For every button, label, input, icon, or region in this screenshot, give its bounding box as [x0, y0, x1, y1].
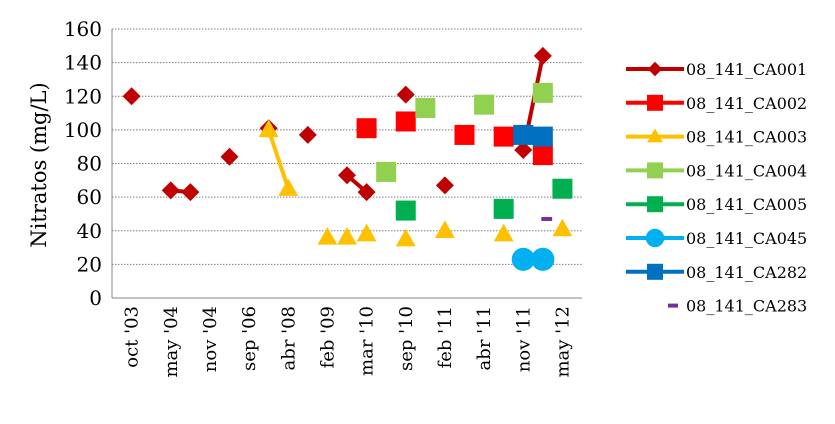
data-point [647, 162, 663, 179]
data-point [376, 161, 397, 182]
data-point [531, 247, 555, 271]
legend-entry: 08_141_CA003 [626, 128, 807, 147]
data-point [647, 94, 663, 111]
data-point [647, 196, 663, 213]
data-point [278, 178, 299, 196]
legend: 08_141_CA001 08_141_CA002 08_141_CA003 08_1… [626, 60, 807, 316]
series-08_141_CA002 [356, 111, 553, 166]
legend-label: 08_141_CA045 [686, 229, 807, 248]
x-tick-label: sep '06 [239, 306, 260, 371]
data-point [493, 198, 514, 219]
legend-label: 08_141_CA002 [686, 94, 807, 113]
legend-entry: 08_141_CA045 [626, 228, 807, 248]
x-tick-label: feb '09 [317, 306, 338, 368]
data-point [647, 61, 663, 77]
series-08_141_CA045 [511, 247, 555, 271]
data-point [338, 166, 356, 185]
x-tick-label: nov '04 [200, 306, 221, 372]
data-point [357, 183, 376, 202]
legend-entry: 08_141_CA283 [668, 297, 807, 316]
data-point [513, 124, 534, 145]
data-point [552, 218, 573, 237]
y-tick-label: 80 [77, 152, 102, 176]
series-08_141_CA283 [541, 216, 553, 221]
series-line [266, 129, 291, 190]
data-point [532, 145, 553, 166]
data-point [181, 183, 200, 202]
data-point [395, 228, 416, 247]
data-point [356, 118, 377, 139]
data-point [493, 223, 514, 242]
data-point [647, 128, 663, 143]
data-point [532, 126, 553, 147]
data-point [435, 176, 454, 195]
data-point [645, 228, 665, 248]
x-tick-label: nov '11 [513, 306, 534, 372]
legend-label: 08_141_CA283 [686, 297, 807, 316]
y-tick-label: 60 [77, 185, 102, 209]
legend-entry: 08_141_CA282 [626, 263, 807, 282]
data-point [317, 227, 338, 245]
y-tick-label: 40 [77, 219, 102, 243]
x-tick-label: feb '11 [435, 306, 456, 368]
data-point [552, 178, 573, 199]
data-point [474, 94, 495, 115]
legend-label: 08_141_CA005 [686, 195, 807, 214]
y-tick-label: 0 [89, 286, 102, 310]
x-tick-label: may '04 [161, 306, 182, 378]
x-tick-label: may '12 [552, 306, 573, 378]
data-point [396, 85, 415, 104]
legend-entry: 08_141_CA001 [626, 60, 807, 79]
data-point [514, 141, 533, 160]
series-08_141_CA003 [258, 119, 573, 247]
y-tick-label: 20 [77, 252, 102, 276]
y-tick-label: 100 [64, 118, 102, 142]
axes [111, 29, 582, 299]
data-point [356, 223, 377, 242]
data-point [647, 263, 663, 280]
data-point [395, 111, 416, 132]
legend-label: 08_141_CA001 [686, 60, 807, 79]
data-point [454, 124, 475, 145]
data-point [532, 82, 553, 103]
y-tick-label: 160 [64, 17, 102, 41]
series-08_141_CA282 [513, 124, 553, 147]
data-point [415, 98, 436, 119]
x-tick-label: oct '03 [122, 306, 143, 368]
x-tick-label: abr '08 [278, 306, 299, 370]
data-point [511, 247, 535, 271]
legend-label: 08_141_CA282 [686, 263, 807, 282]
data-point [493, 126, 514, 147]
data-point [395, 200, 416, 221]
y-tick-label: 140 [64, 51, 102, 75]
x-tick-label: abr '11 [474, 306, 495, 370]
x-tick-label: mar '10 [357, 306, 378, 376]
data-point [122, 87, 141, 106]
legend-entry: 08_141_CA005 [626, 195, 807, 214]
data-point [337, 227, 357, 245]
series-08_141_CA001 [122, 46, 552, 202]
data-point [220, 147, 239, 166]
data-point [258, 119, 279, 138]
data-point [541, 216, 553, 221]
legend-entry: 08_141_CA002 [626, 94, 807, 113]
y-tick-label: 120 [64, 84, 102, 108]
series-08_141_CA005 [395, 178, 573, 221]
legend-label: 08_141_CA003 [686, 128, 807, 147]
series-08_141_CA004 [376, 82, 553, 182]
legend-label: 08_141_CA004 [686, 161, 807, 180]
y-axis-label: Nitratos (mg/L) [27, 82, 51, 247]
x-tick-label: sep '10 [396, 306, 417, 371]
legend-entry: 08_141_CA004 [626, 161, 807, 180]
data-point [298, 125, 317, 144]
data-point [161, 181, 180, 200]
plot-area [122, 46, 573, 271]
data-point [435, 220, 455, 238]
data-point [533, 46, 552, 65]
tick-labels: 0 20 40 60 80 100 120 140 160 oct '03 may '04 nov '… [64, 17, 574, 378]
